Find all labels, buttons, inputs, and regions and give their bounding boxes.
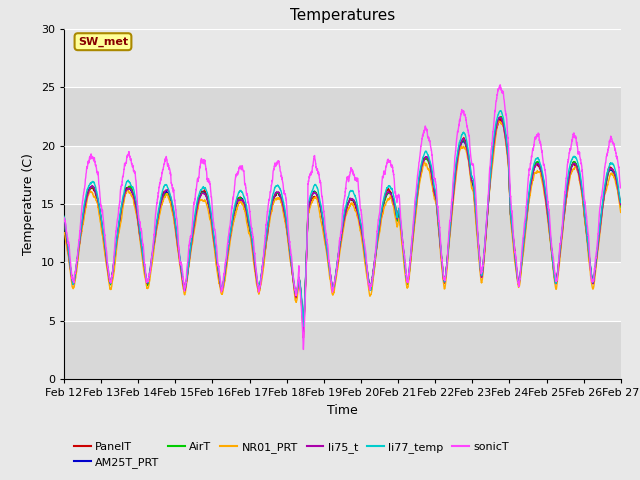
Bar: [64, 263, 621, 321]
Bar: [64, 29, 621, 87]
Legend: PanelT, AM25T_PRT, AirT, NR01_PRT, li75_t, li77_temp, sonicT: PanelT, AM25T_PRT, AirT, NR01_PRT, li75_…: [70, 437, 513, 473]
Bar: [64, 204, 621, 263]
Bar: [64, 145, 621, 204]
Text: SW_met: SW_met: [78, 36, 128, 47]
Title: Temperatures: Temperatures: [290, 9, 395, 24]
Bar: [64, 321, 621, 379]
X-axis label: Time: Time: [327, 404, 358, 417]
Y-axis label: Temperature (C): Temperature (C): [22, 153, 35, 255]
Bar: [64, 87, 621, 145]
